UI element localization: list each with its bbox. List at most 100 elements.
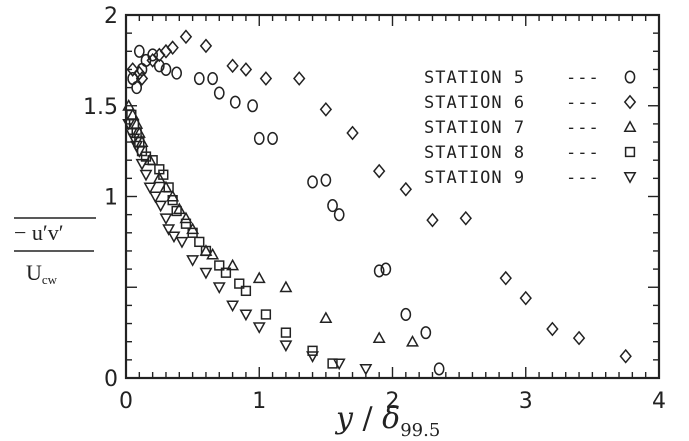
x-axis-label: y / δ99.5 xyxy=(334,401,440,441)
data-point xyxy=(160,62,172,76)
legend-label: STATION 7 xyxy=(424,118,525,138)
legend-marker xyxy=(624,146,636,158)
data-point xyxy=(519,290,532,306)
y-tick-label: 1.5 xyxy=(83,95,118,120)
data-point xyxy=(346,125,359,141)
data-point xyxy=(172,202,186,215)
data-point xyxy=(158,169,169,180)
data-point xyxy=(213,86,225,100)
data-point xyxy=(143,182,157,195)
axis-ticks xyxy=(125,14,660,379)
legend-separator: --- xyxy=(566,93,600,113)
data-point xyxy=(252,322,266,334)
data-point xyxy=(226,300,240,313)
data-point xyxy=(226,58,239,74)
x-axis-label-sep: / xyxy=(353,401,382,436)
legend-separator: --- xyxy=(566,68,600,88)
data-point xyxy=(126,62,139,77)
data-point xyxy=(372,331,386,344)
legend: STATION 5 --- STATION 6 --- STATION 7 --- STAT… xyxy=(424,68,637,188)
data-point xyxy=(260,309,272,320)
data-point xyxy=(175,236,189,249)
data-point xyxy=(420,326,432,340)
data-point xyxy=(252,271,266,284)
data-point xyxy=(207,71,218,86)
data-point xyxy=(186,255,200,267)
x-tick-label: 1 xyxy=(252,389,266,414)
plot-area xyxy=(122,13,661,380)
data-point xyxy=(154,200,168,213)
x-tick-label: 4 xyxy=(652,389,666,414)
data-point xyxy=(139,169,153,182)
data-point xyxy=(159,213,173,226)
data-point xyxy=(133,65,146,81)
data-point xyxy=(327,199,338,213)
data-point xyxy=(147,48,158,62)
series-2 xyxy=(126,29,632,364)
data-point xyxy=(234,278,245,289)
legend-label: STATION 9 xyxy=(424,168,525,188)
data-point xyxy=(399,181,413,197)
data-point xyxy=(332,358,346,371)
data-point xyxy=(152,171,166,184)
data-point xyxy=(199,267,213,280)
data-point xyxy=(212,282,226,294)
data-point xyxy=(162,224,176,236)
data-point xyxy=(132,146,146,158)
data-point xyxy=(239,62,253,77)
data-point xyxy=(306,351,320,363)
data-point xyxy=(199,38,213,54)
data-point xyxy=(122,118,136,131)
data-point xyxy=(293,71,306,86)
legend-marker xyxy=(623,120,637,132)
data-point xyxy=(140,53,152,67)
data-point xyxy=(459,210,472,226)
data-point xyxy=(200,245,212,257)
data-point xyxy=(319,311,333,324)
data-point xyxy=(135,158,149,171)
data-point xyxy=(127,133,141,146)
data-point xyxy=(171,66,182,80)
data-point xyxy=(147,155,158,166)
x-tick-label: 0 xyxy=(119,389,133,414)
data-point xyxy=(406,334,419,347)
data-point xyxy=(359,363,373,376)
data-point xyxy=(320,173,332,187)
data-point xyxy=(279,280,293,293)
data-point xyxy=(171,205,182,217)
x-axis-label-sub: 99.5 xyxy=(400,420,440,441)
legend-marker xyxy=(624,70,636,84)
y-tick-label: 2 xyxy=(104,4,118,29)
data-point xyxy=(135,71,149,86)
y-axis-label-denominator: Ucw xyxy=(26,260,58,287)
data-point xyxy=(166,40,179,56)
data-point xyxy=(131,81,143,95)
data-point xyxy=(214,260,225,271)
y-axis-label: − u′v′ Ucw xyxy=(14,217,96,287)
tick-labels: 0 1 2 3 4 0 1 1.5 2 xyxy=(83,4,666,414)
data-point xyxy=(180,218,192,229)
data-point xyxy=(220,267,232,278)
data-point xyxy=(187,227,198,238)
series-5 xyxy=(122,118,373,376)
legend-label: STATION 6 xyxy=(424,93,525,113)
data-point xyxy=(194,236,205,248)
data-point xyxy=(499,270,512,286)
data-point xyxy=(229,95,241,109)
series-3 xyxy=(122,99,419,347)
data-point xyxy=(179,211,193,224)
data-point xyxy=(267,131,278,145)
data-point xyxy=(259,71,273,86)
legend-separator: --- xyxy=(566,118,600,138)
data-point xyxy=(572,330,586,346)
data-point xyxy=(133,44,145,58)
data-point xyxy=(226,258,240,271)
legend-marker xyxy=(623,94,637,110)
data-point xyxy=(433,362,445,376)
data-point xyxy=(307,345,318,356)
series-1 xyxy=(127,44,445,376)
x-axis-label-var: y xyxy=(334,401,354,436)
data-point xyxy=(319,102,333,117)
x-tick-label: 2 xyxy=(386,389,400,414)
